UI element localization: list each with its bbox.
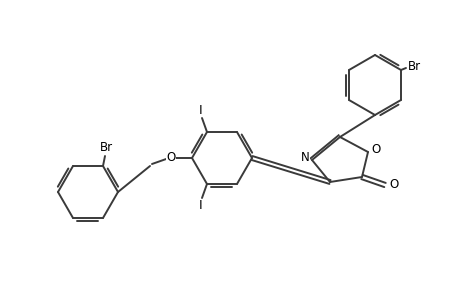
Text: O: O (370, 142, 380, 155)
Text: O: O (388, 178, 398, 191)
Text: O: O (166, 151, 175, 164)
Text: Br: Br (99, 140, 112, 154)
Text: N: N (300, 151, 309, 164)
Text: I: I (199, 103, 202, 116)
Text: I: I (199, 200, 202, 212)
Text: Br: Br (407, 59, 420, 73)
